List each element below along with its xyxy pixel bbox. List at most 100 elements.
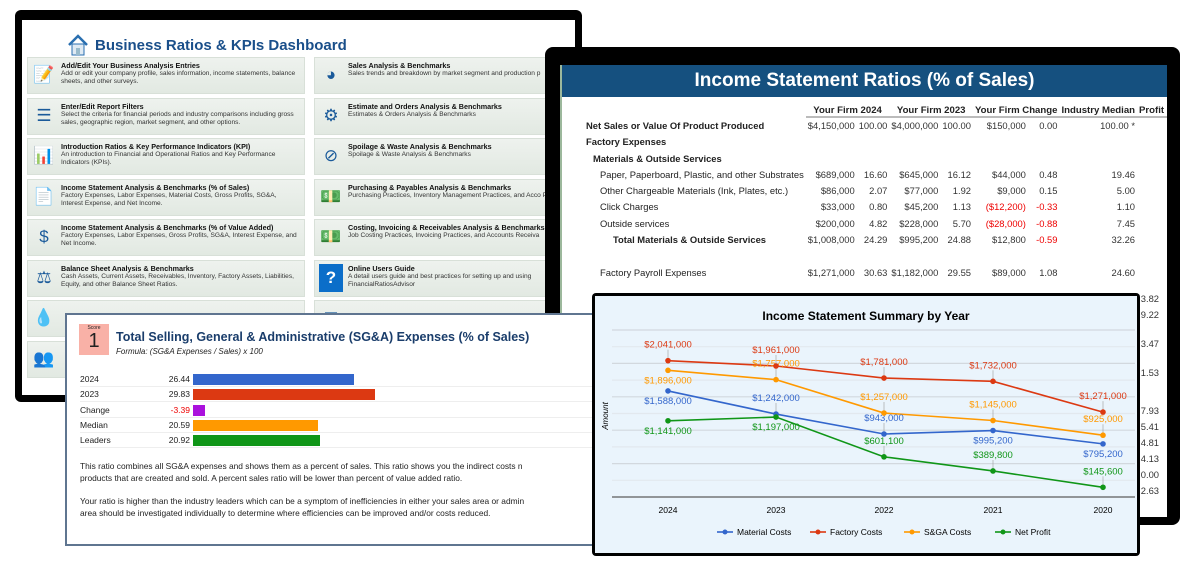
legend-label[interactable]: Net Profit bbox=[1015, 527, 1051, 537]
table-row: Total Materials & Outside Services $1,008… bbox=[586, 231, 1167, 247]
data-point[interactable] bbox=[1100, 484, 1106, 491]
row-label: Other Chargeable Materials (Ink, Plates,… bbox=[600, 185, 789, 197]
data-point[interactable] bbox=[665, 367, 671, 374]
tile-description: An introduction to Financial and Operati… bbox=[61, 151, 276, 166]
sga-description: This ratio combines all SG&A expenses an… bbox=[80, 461, 523, 483]
data-label: $943,000 bbox=[864, 413, 904, 424]
cell-value bbox=[940, 134, 973, 150]
data-point[interactable] bbox=[990, 417, 996, 424]
table-row: Factory Expenses bbox=[586, 134, 1167, 150]
cell-value: $45,200 bbox=[904, 201, 939, 213]
legend-marker bbox=[815, 529, 821, 535]
data-point[interactable] bbox=[1100, 432, 1106, 439]
cell-value: $689,000 bbox=[815, 168, 855, 180]
help-icon: ? bbox=[319, 263, 343, 292]
cell-value bbox=[1028, 150, 1060, 166]
data-point[interactable] bbox=[773, 414, 779, 420]
cell-value: 30.84 bbox=[1137, 231, 1167, 247]
legend-marker bbox=[722, 529, 728, 535]
data-point[interactable] bbox=[990, 378, 996, 385]
dashboard-tile[interactable]: ⚖ Balance Sheet Analysis & Benchmarks Cash… bbox=[27, 259, 305, 297]
cell-value bbox=[1028, 134, 1060, 150]
dashboard-window: Business Ratios & KPIs Dashboard 📝 Add/Ed… bbox=[15, 10, 582, 402]
bar-value: 20.92 bbox=[168, 435, 190, 446]
col-header: Profit Leaders bbox=[1137, 101, 1167, 119]
presenter-chart-icon: 📊 bbox=[33, 146, 55, 165]
cell-value: $1,271,000 bbox=[807, 266, 855, 278]
dashboard-tile[interactable]: 📝 Add/Edit Your Business Analysis Entries… bbox=[27, 57, 305, 94]
dashboard-tile[interactable]: 💵 Purchasing & Payables Analysis & Benchm… bbox=[314, 178, 575, 216]
tile-title: Sales Analysis & Benchmarks bbox=[348, 61, 451, 70]
dashboard-tile[interactable]: 💵 Costing, Invoicing & Receivables Analys… bbox=[314, 219, 575, 256]
tile-description: Purchasing Practices, Inventory Manageme… bbox=[348, 191, 570, 199]
data-point[interactable] bbox=[665, 417, 671, 424]
dashboard-tile[interactable]: ? Online Users Guide A detail users guide … bbox=[314, 259, 575, 297]
cell-value: ($12,200) bbox=[985, 201, 1026, 213]
tile-description: Factory Expenses, Labor Expenses, Gross … bbox=[61, 232, 297, 247]
cell-value: $9,000 bbox=[997, 185, 1026, 197]
legend-label[interactable]: Material Costs bbox=[737, 527, 791, 537]
dashboard-tile[interactable]: ⚙ Estimate and Orders Analysis & Benchmar… bbox=[314, 97, 575, 135]
dashboard-tile[interactable]: 📄 Income Statement Analysis & Benchmarks … bbox=[27, 178, 305, 216]
dashboard-tile[interactable]: $ Income Statement Analysis & Benchmarks … bbox=[27, 219, 305, 256]
data-point[interactable] bbox=[665, 357, 671, 364]
dashboard-tile[interactable]: 📊 Introduction Ratios & Key Performance I… bbox=[27, 138, 305, 175]
data-point[interactable] bbox=[1100, 441, 1106, 447]
legend-marker bbox=[1000, 529, 1006, 535]
sga-title: Total Selling, General & Administrative … bbox=[116, 330, 530, 344]
bar-label: 2024 bbox=[80, 374, 99, 384]
tile-description: Spoilage & Waste Analysis & Benchmarks bbox=[348, 151, 471, 158]
cell-value: 2.07 bbox=[869, 185, 888, 197]
data-label: $1,588,000 bbox=[644, 396, 692, 407]
tile-description: Sales trends and breakdown by market seg… bbox=[348, 70, 541, 77]
cell-value: 32.26 bbox=[1111, 234, 1136, 246]
sga-ratio-panel: Score 1 Total Selling, General & Administ… bbox=[65, 313, 598, 546]
cell-value: 100.00 bbox=[942, 120, 971, 132]
dashboard-tile[interactable]: ☰ Enter/Edit Report Filters Select the cri… bbox=[27, 97, 305, 135]
data-label: $1,242,000 bbox=[752, 393, 800, 404]
data-point[interactable] bbox=[1100, 409, 1106, 415]
cell-value: 24.60 bbox=[1111, 266, 1136, 278]
home-icon[interactable] bbox=[67, 34, 89, 56]
data-point[interactable] bbox=[881, 454, 887, 460]
data-point[interactable] bbox=[990, 468, 996, 474]
data-point[interactable] bbox=[773, 376, 779, 383]
people-group-icon: 👥 bbox=[33, 348, 55, 368]
data-label: $1,257,000 bbox=[860, 392, 908, 403]
data-point[interactable] bbox=[990, 427, 996, 434]
score-badge: Score 1 bbox=[79, 324, 109, 355]
cell-value: 16.82 bbox=[1137, 166, 1167, 182]
data-label: $1,896,000 bbox=[644, 375, 692, 386]
table-row bbox=[586, 248, 1167, 264]
income-summary-chart-panel: Income Statement Summary by Year Amount 20… bbox=[592, 293, 1140, 556]
data-point[interactable] bbox=[881, 410, 887, 416]
cell-value: 4.80 bbox=[1137, 182, 1167, 198]
data-point[interactable] bbox=[665, 388, 671, 394]
legend-label[interactable]: S&GA Costs bbox=[924, 527, 971, 537]
tile-description: Add or edit your company profile, sales … bbox=[61, 70, 296, 85]
cell-value: 16.60 bbox=[863, 168, 888, 180]
legend-label[interactable]: Factory Costs bbox=[830, 527, 882, 537]
table-row: Other Chargeable Materials (Ink, Plates,… bbox=[586, 182, 1167, 198]
data-point[interactable] bbox=[881, 375, 887, 381]
cell-value: 4.82 bbox=[869, 217, 888, 229]
cell-value: 16.12 bbox=[947, 168, 971, 180]
dashboard-tile[interactable]: ◕ Sales Analysis & Benchmarks Sales trends… bbox=[314, 57, 575, 94]
data-label: $1,197,000 bbox=[752, 422, 800, 433]
tile-description: A detail users guide and best practices … bbox=[348, 272, 532, 288]
tile-description: Job Costing Practices, Invoicing Practic… bbox=[348, 232, 540, 239]
table-row: Factory Payroll Expenses $1,271,000 30.63 $… bbox=[586, 264, 1167, 280]
line-chart: Income Statement Summary by Year Amount 20… bbox=[601, 309, 1135, 537]
data-point[interactable] bbox=[881, 431, 887, 437]
bar bbox=[193, 419, 319, 431]
cell-value: 0.48 bbox=[1039, 168, 1058, 180]
cell-value bbox=[889, 150, 940, 166]
cell-value: 24.88 bbox=[947, 234, 971, 246]
series-line bbox=[667, 416, 1104, 489]
dashboard-tile[interactable]: ⊘ Spoilage & Waste Analysis & Benchmarks S… bbox=[314, 138, 575, 175]
table-row: Click Charges $33,000 0.80 $45,200 1.13 ($12,… bbox=[586, 199, 1167, 215]
cell-value bbox=[857, 150, 890, 166]
cell-value: 0.00 bbox=[1140, 469, 1159, 480]
data-point[interactable] bbox=[773, 363, 779, 369]
cell-value: 2.63 bbox=[1140, 485, 1159, 496]
